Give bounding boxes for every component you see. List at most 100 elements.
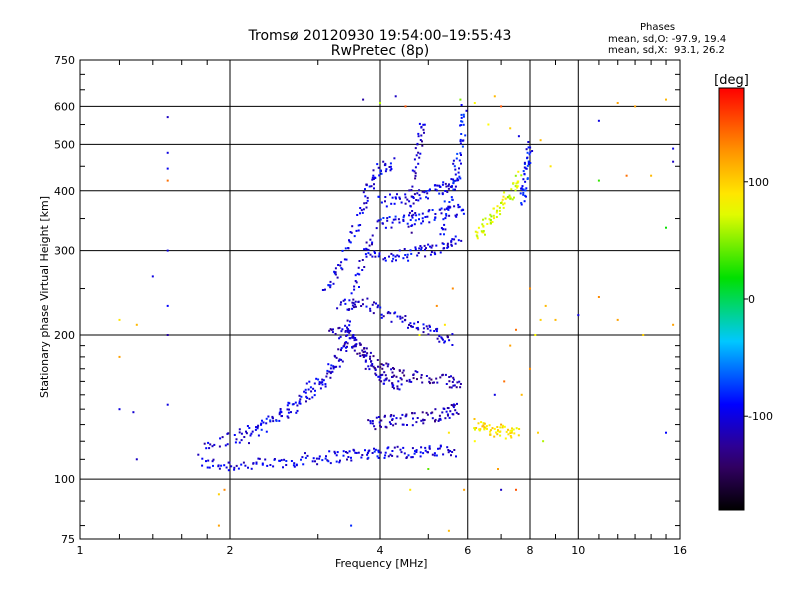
data-point xyxy=(421,144,424,147)
data-point xyxy=(450,404,453,406)
data-point xyxy=(451,333,454,336)
data-point xyxy=(305,382,308,385)
data-point xyxy=(391,454,394,457)
data-point xyxy=(420,126,423,129)
data-point xyxy=(426,327,429,330)
data-point xyxy=(351,304,354,307)
data-point xyxy=(429,325,431,328)
data-point xyxy=(411,216,414,219)
data-point xyxy=(335,454,338,457)
data-point xyxy=(365,255,368,258)
data-point xyxy=(352,345,355,348)
data-point xyxy=(243,436,246,438)
data-point xyxy=(456,177,459,180)
data-point xyxy=(365,202,368,204)
data-point xyxy=(341,249,344,252)
data-point xyxy=(358,273,361,276)
data-point xyxy=(488,218,491,221)
data-point xyxy=(414,177,417,180)
data-point xyxy=(350,524,353,527)
data-point xyxy=(444,340,446,343)
data-point xyxy=(404,318,407,321)
data-point xyxy=(240,439,243,442)
data-point xyxy=(224,444,227,447)
data-point xyxy=(446,191,449,193)
data-point xyxy=(436,184,439,187)
data-point xyxy=(507,428,509,431)
data-point xyxy=(340,267,343,270)
data-point xyxy=(320,381,322,384)
data-point xyxy=(524,167,527,170)
data-point xyxy=(226,443,229,446)
data-point xyxy=(406,256,409,259)
data-point xyxy=(386,217,389,220)
data-point xyxy=(366,248,369,251)
data-point xyxy=(449,185,452,188)
data-point xyxy=(441,374,444,377)
data-point xyxy=(332,328,334,331)
data-point xyxy=(392,218,395,221)
data-point xyxy=(329,280,332,283)
data-point xyxy=(197,453,200,456)
data-point xyxy=(344,324,347,327)
data-point xyxy=(375,227,378,230)
data-point xyxy=(354,451,357,454)
data-point xyxy=(409,205,412,208)
data-point xyxy=(337,359,340,362)
data-point xyxy=(457,171,460,174)
data-point xyxy=(389,169,392,172)
data-point xyxy=(373,250,376,253)
data-point xyxy=(418,218,420,221)
data-point xyxy=(374,448,377,451)
data-point xyxy=(475,234,478,237)
data-point xyxy=(370,364,373,367)
data-point xyxy=(529,151,532,154)
data-point xyxy=(438,447,441,450)
data-point xyxy=(414,219,417,222)
data-point xyxy=(376,306,379,309)
data-point xyxy=(362,351,365,354)
data-point xyxy=(434,420,436,423)
data-point xyxy=(321,378,324,381)
data-point xyxy=(353,288,356,291)
data-point xyxy=(527,161,530,164)
data-point xyxy=(496,430,499,433)
data-point xyxy=(434,188,437,191)
data-point xyxy=(348,239,350,242)
data-point xyxy=(416,417,419,419)
data-point xyxy=(440,227,443,229)
data-point xyxy=(510,188,513,191)
data-point xyxy=(424,216,427,218)
data-point xyxy=(373,425,376,428)
data-point xyxy=(337,327,340,330)
data-point xyxy=(372,365,375,368)
data-point xyxy=(335,460,338,463)
data-point xyxy=(308,397,311,400)
data-point xyxy=(369,238,372,241)
data-point xyxy=(398,249,401,252)
data-point xyxy=(383,379,386,382)
data-point xyxy=(350,231,353,234)
data-point xyxy=(344,302,347,305)
data-point xyxy=(520,187,523,190)
data-point xyxy=(346,330,349,333)
data-point xyxy=(212,458,215,461)
data-point xyxy=(417,135,420,138)
data-point xyxy=(422,323,425,326)
data-point xyxy=(446,246,449,249)
data-point xyxy=(381,222,384,225)
data-point xyxy=(452,159,455,162)
data-point xyxy=(397,218,400,221)
data-point xyxy=(391,450,394,452)
data-point xyxy=(416,192,419,195)
data-point xyxy=(293,465,296,468)
data-point xyxy=(368,449,371,452)
data-point xyxy=(410,380,413,383)
data-point xyxy=(410,195,413,198)
data-point xyxy=(415,214,418,217)
data-point xyxy=(340,301,342,304)
data-point xyxy=(340,358,343,361)
data-point xyxy=(378,174,381,177)
data-point xyxy=(359,355,362,357)
data-point xyxy=(358,260,361,262)
